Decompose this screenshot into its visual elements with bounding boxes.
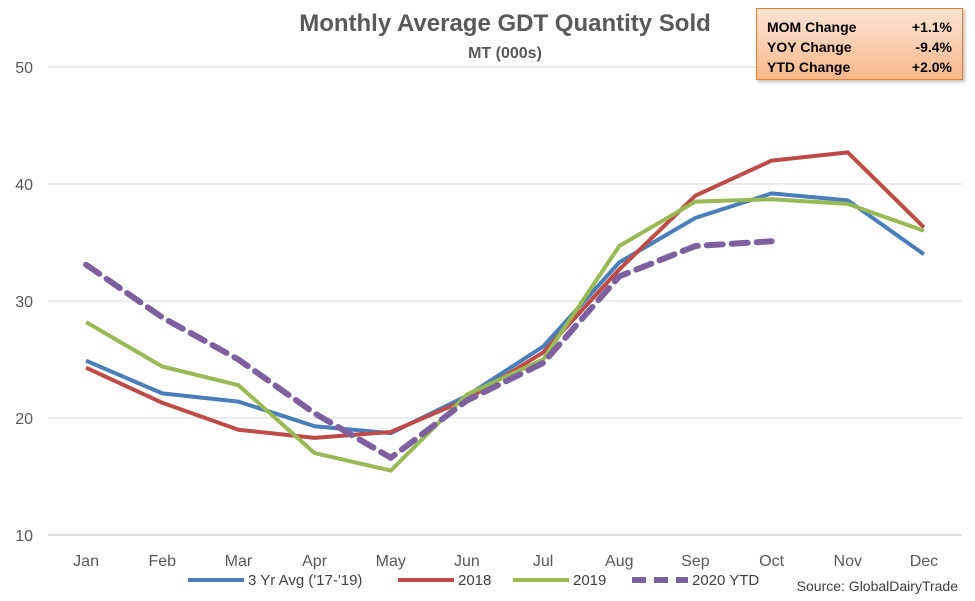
stat-label: MOM Change <box>767 19 857 35</box>
stat-value: +2.0% <box>911 59 952 75</box>
x-tick-label: May <box>376 553 406 570</box>
x-tick-label: Apr <box>302 553 328 570</box>
stat-row-mom: MOM Change +1.1% <box>767 17 952 37</box>
stat-label: YOY Change <box>767 39 852 55</box>
series-line-3 <box>83 238 775 461</box>
y-tick-label: 10 <box>15 528 33 545</box>
chart-subtitle: MT (000s) <box>468 45 542 62</box>
legend: 3 Yr Avg ('17-'19) 2018 2019 2020 YTD <box>188 572 759 589</box>
x-tick-label: Feb <box>148 553 176 570</box>
x-tick-label: Oct <box>759 553 784 570</box>
x-tick-label: Aug <box>605 553 633 570</box>
x-tick-label: Dec <box>910 553 938 570</box>
y-tick-label: 30 <box>15 294 33 311</box>
stat-row-ytd: YTD Change +2.0% <box>767 57 952 77</box>
y-axis-ticks: 10 20 30 40 50 <box>15 60 33 545</box>
stat-label: YTD Change <box>767 59 851 75</box>
x-tick-label: Jan <box>73 553 99 570</box>
x-tick-label: Sep <box>681 553 710 570</box>
series-lines <box>83 150 926 473</box>
x-tick-label: Jun <box>454 553 480 570</box>
x-tick-label: Jul <box>533 553 553 570</box>
x-axis-ticks: Jan Feb Mar Apr May Jun Jul Aug Sep Oct Nov Dec <box>73 553 938 570</box>
series-line-2 <box>85 197 925 473</box>
chart-title: Monthly Average GDT Quantity Sold <box>299 10 711 37</box>
legend-label: 2020 YTD <box>692 572 759 589</box>
stat-value: -9.4% <box>915 39 952 55</box>
legend-label: 2018 <box>458 572 491 589</box>
series-line-0 <box>85 191 926 436</box>
y-tick-label: 50 <box>15 60 33 77</box>
change-stats-box: MOM Change +1.1% YOY Change -9.4% YTD Ch… <box>756 8 963 80</box>
stat-value: +1.1% <box>911 19 952 35</box>
legend-label: 3 Yr Avg ('17-'19) <box>248 572 362 589</box>
y-tick-label: 40 <box>15 177 33 194</box>
x-tick-label: Nov <box>834 553 862 570</box>
stat-row-yoy: YOY Change -9.4% <box>767 37 952 57</box>
x-tick-label: Mar <box>225 553 253 570</box>
y-tick-label: 20 <box>15 411 33 428</box>
legend-label: 2019 <box>573 572 606 589</box>
gridlines <box>48 66 962 536</box>
source-note: Source: GlobalDairyTrade <box>797 578 959 594</box>
